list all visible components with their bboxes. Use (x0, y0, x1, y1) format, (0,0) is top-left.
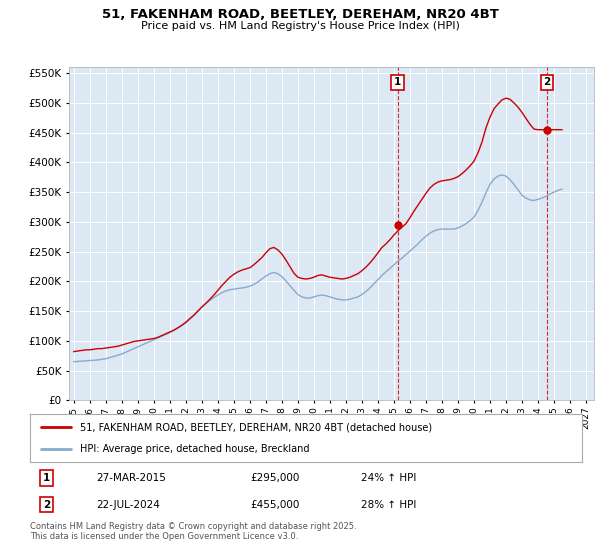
Text: Contains HM Land Registry data © Crown copyright and database right 2025.
This d: Contains HM Land Registry data © Crown c… (30, 522, 356, 542)
Text: 51, FAKENHAM ROAD, BEETLEY, DEREHAM, NR20 4BT (detached house): 51, FAKENHAM ROAD, BEETLEY, DEREHAM, NR2… (80, 422, 432, 432)
Text: 27-MAR-2015: 27-MAR-2015 (96, 473, 166, 483)
Text: HPI: Average price, detached house, Breckland: HPI: Average price, detached house, Brec… (80, 444, 309, 454)
Text: 22-JUL-2024: 22-JUL-2024 (96, 500, 160, 510)
Text: £295,000: £295,000 (251, 473, 300, 483)
Text: Price paid vs. HM Land Registry's House Price Index (HPI): Price paid vs. HM Land Registry's House … (140, 21, 460, 31)
Text: 1: 1 (43, 473, 50, 483)
Text: 2: 2 (43, 500, 50, 510)
Text: 24% ↑ HPI: 24% ↑ HPI (361, 473, 416, 483)
Text: 51, FAKENHAM ROAD, BEETLEY, DEREHAM, NR20 4BT: 51, FAKENHAM ROAD, BEETLEY, DEREHAM, NR2… (101, 8, 499, 21)
Text: 28% ↑ HPI: 28% ↑ HPI (361, 500, 416, 510)
Text: £455,000: £455,000 (251, 500, 300, 510)
Text: 2: 2 (543, 77, 550, 87)
Text: 1: 1 (394, 77, 401, 87)
